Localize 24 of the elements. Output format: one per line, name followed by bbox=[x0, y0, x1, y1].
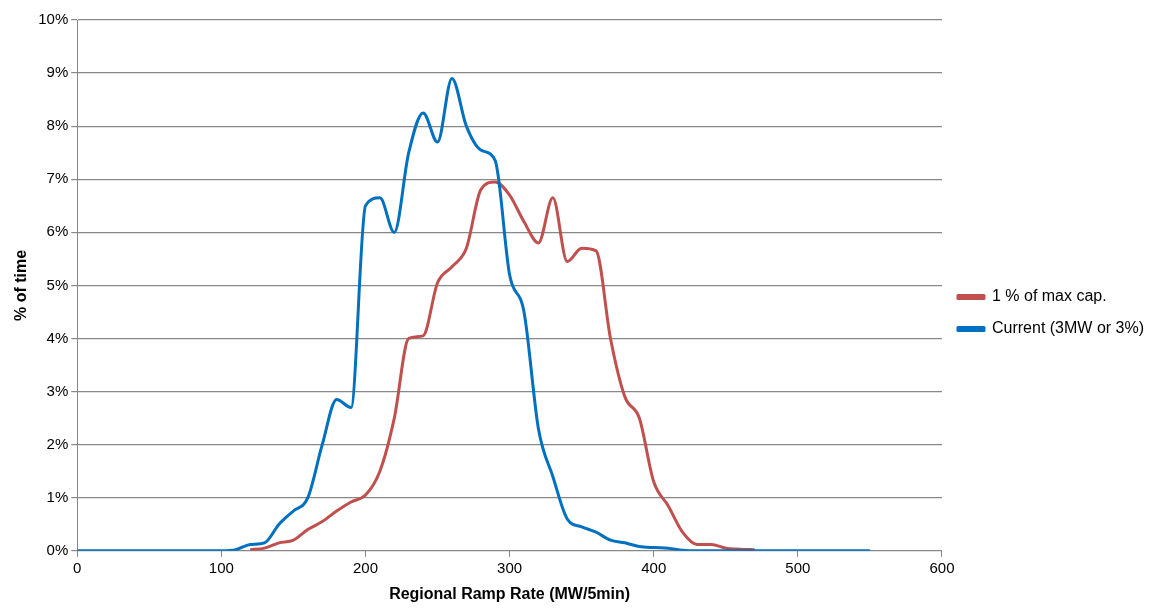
x-tick-label: 500 bbox=[785, 558, 811, 576]
legend-label: 1 % of max cap. bbox=[991, 287, 1107, 305]
y-tick-label: 6% bbox=[46, 222, 69, 240]
x-tick-label: 100 bbox=[208, 558, 234, 576]
y-tick-label: 0% bbox=[46, 540, 69, 558]
legend-label: Current (3MW or 3%) bbox=[991, 319, 1145, 337]
x-tick-label: 200 bbox=[352, 558, 378, 576]
y-tick-label: 8% bbox=[46, 116, 69, 134]
x-tick-label: 300 bbox=[497, 558, 523, 576]
y-tick-label: 5% bbox=[46, 275, 69, 293]
y-tick-label: 9% bbox=[46, 63, 69, 81]
x-axis-title: Regional Ramp Rate (MW/5min) bbox=[389, 584, 631, 602]
y-tick-label: 4% bbox=[46, 328, 69, 346]
x-tick-label: 400 bbox=[641, 558, 667, 576]
line-series bbox=[77, 76, 872, 551]
y-tick-label: 10% bbox=[38, 10, 69, 28]
y-tick-label: 3% bbox=[46, 381, 69, 399]
y-tick-label: 1% bbox=[46, 487, 69, 505]
x-tick-label: 0 bbox=[73, 558, 82, 576]
line-series bbox=[248, 180, 757, 551]
y-tick-label: 7% bbox=[46, 169, 69, 187]
y-tick-label: 2% bbox=[46, 434, 69, 452]
y-axis-title: % of time bbox=[12, 249, 30, 321]
x-tick-label: 600 bbox=[929, 558, 955, 576]
